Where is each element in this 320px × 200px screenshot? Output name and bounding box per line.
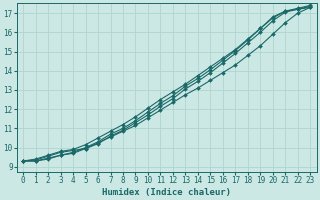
- X-axis label: Humidex (Indice chaleur): Humidex (Indice chaleur): [102, 188, 231, 197]
